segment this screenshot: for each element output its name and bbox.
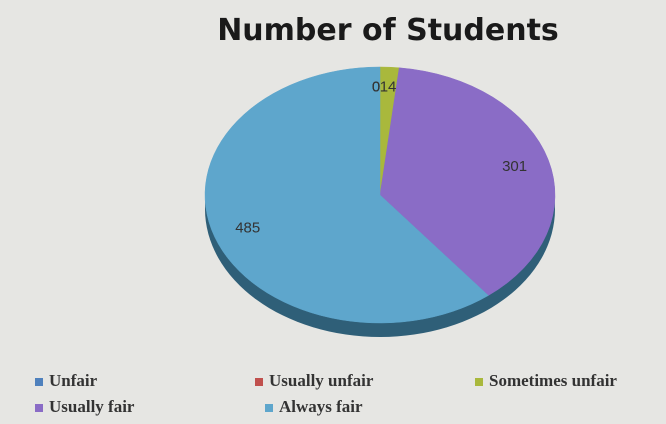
legend-label: Always fair [279,397,363,416]
legend-label: Usually fair [49,397,135,416]
slice [379,67,556,296]
legend-label: Usually unfair [269,371,374,390]
data-label: 14 [380,79,397,96]
legend-label: Unfair [49,371,98,390]
legend-swatch [35,378,43,386]
slices [204,66,556,324]
legend-swatch [475,378,483,386]
legend-swatch [35,404,43,412]
legend-label: Sometimes unfair [489,371,617,390]
legend-swatch [265,404,273,412]
data-label: 485 [235,220,260,237]
data-label: 0 [372,78,380,95]
data-label: 0 [372,78,380,95]
data-label: 301 [502,158,527,175]
chart-title: Number of Students [217,13,559,48]
slice [204,66,489,324]
legend: Unfair Usually unfair Sometimes unfair Usua… [35,371,617,416]
legend-swatch [255,378,263,386]
